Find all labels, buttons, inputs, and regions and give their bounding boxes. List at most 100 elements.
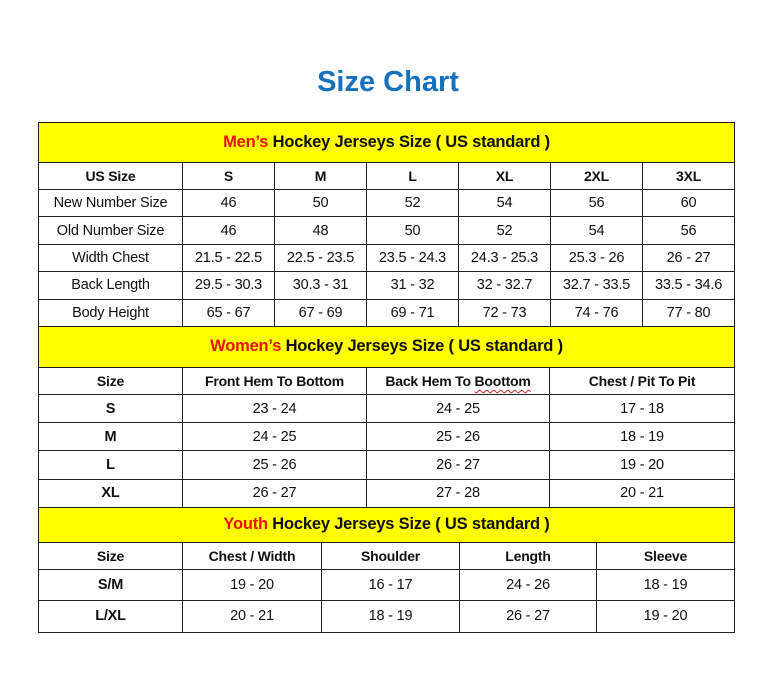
column-header-label: XL bbox=[495, 168, 514, 184]
women-section-title: Women’s Hockey Jerseys Size ( US standar… bbox=[37, 325, 736, 368]
row-label: XL bbox=[38, 478, 183, 508]
table-cell: 25 - 26 bbox=[366, 422, 550, 452]
table-cell: 48 bbox=[274, 216, 367, 245]
column-header: M bbox=[274, 162, 367, 190]
row-label: Back Length bbox=[38, 271, 183, 300]
table-cell: 69 - 71 bbox=[366, 298, 459, 327]
size-chart: Men’s Hockey Jerseys Size ( US standard … bbox=[37, 122, 736, 633]
table-cell: 19 - 20 bbox=[595, 600, 736, 633]
column-header-label: Size bbox=[96, 547, 125, 564]
table-cell: 56 bbox=[550, 188, 643, 218]
table-cell: 32.7 - 33.5 bbox=[550, 271, 643, 300]
table-cell: 20 - 21 bbox=[548, 478, 736, 508]
column-header: 2XL bbox=[550, 162, 643, 190]
table-cell: 18 - 19 bbox=[321, 600, 460, 633]
women-size-table: Women’s Hockey Jerseys Size ( US standar… bbox=[37, 325, 736, 508]
table-cell: 46 bbox=[182, 188, 275, 218]
table-row: Width Chest 21.5 - 22.5 22.5 - 23.5 23.5 - … bbox=[38, 243, 736, 273]
table-cell: 26 - 27 bbox=[641, 243, 736, 273]
table-header-row: Size Chest / Width Shoulder Length Sleeve bbox=[38, 541, 736, 570]
column-header: XL bbox=[458, 162, 551, 190]
column-header: Front Hem To Bottom bbox=[182, 366, 367, 395]
table-cell: 50 bbox=[366, 216, 459, 245]
youth-section-subtitle: Hockey Jerseys Size ( US standard ) bbox=[267, 515, 550, 534]
table-cell: 21.5 - 22.5 bbox=[182, 243, 275, 273]
column-header: US Size bbox=[38, 162, 183, 190]
table-cell: 24 - 25 bbox=[366, 393, 550, 424]
table-cell: 77 - 80 bbox=[641, 298, 736, 327]
table-cell: 24.3 - 25.3 bbox=[458, 243, 551, 273]
column-header: L bbox=[366, 162, 459, 190]
table-cell: 19 - 20 bbox=[548, 450, 736, 480]
column-header: Size bbox=[38, 541, 183, 570]
table-cell: 52 bbox=[366, 188, 459, 218]
column-header: Chest / Pit To Pit bbox=[548, 366, 736, 395]
table-cell: 54 bbox=[550, 216, 643, 245]
column-header: S bbox=[182, 162, 275, 190]
header-text: Back Hem To bbox=[385, 372, 475, 389]
table-row: XL 26 - 27 27 - 28 20 - 21 bbox=[38, 478, 736, 508]
table-cell: 60 bbox=[641, 188, 736, 218]
men-section-title: Men’s Hockey Jerseys Size ( US standard … bbox=[37, 122, 736, 163]
column-header-label: L bbox=[408, 168, 417, 184]
table-row: L/XL 20 - 21 18 - 19 26 - 27 19 - 20 bbox=[38, 600, 736, 633]
column-header-label: Front Hem To Bottom bbox=[204, 372, 345, 389]
table-row: Body Height 65 - 67 67 - 69 69 - 71 72 - 73 7… bbox=[38, 298, 736, 327]
row-label: S/M bbox=[38, 568, 183, 602]
row-label: L bbox=[38, 450, 183, 480]
table-cell: 52 bbox=[458, 216, 551, 245]
column-header-label: 3XL bbox=[675, 168, 702, 184]
table-header-row: Size Front Hem To Bottom Back Hem To Boott… bbox=[38, 366, 736, 395]
table-cell: 31 - 32 bbox=[366, 271, 459, 300]
table-cell: 26 - 27 bbox=[459, 600, 597, 633]
table-cell: 65 - 67 bbox=[182, 298, 275, 327]
table-row: New Number Size 46 50 52 54 56 60 bbox=[38, 188, 736, 218]
table-cell: 26 - 27 bbox=[182, 478, 367, 508]
table-cell: 25 - 26 bbox=[182, 450, 367, 480]
row-label: L/XL bbox=[38, 600, 183, 633]
table-cell: 25.3 - 26 bbox=[550, 243, 643, 273]
table-cell: 50 bbox=[274, 188, 367, 218]
table-cell: 23.5 - 24.3 bbox=[366, 243, 459, 273]
table-cell: 18 - 19 bbox=[595, 568, 736, 602]
row-label: S bbox=[38, 393, 183, 424]
table-row: M 24 - 25 25 - 26 18 - 19 bbox=[38, 422, 736, 452]
row-label: New Number Size bbox=[38, 188, 183, 218]
row-label: Body Height bbox=[38, 298, 183, 327]
table-row: S/M 19 - 20 16 - 17 24 - 26 18 - 19 bbox=[38, 568, 736, 602]
table-cell: 74 - 76 bbox=[550, 298, 643, 327]
column-header: Shoulder bbox=[321, 541, 460, 570]
column-header-label: Chest / Pit To Pit bbox=[588, 372, 696, 389]
table-cell: 72 - 73 bbox=[458, 298, 551, 327]
youth-section-title: Youth Hockey Jerseys Size ( US standard … bbox=[37, 506, 736, 543]
table-cell: 16 - 17 bbox=[321, 568, 460, 602]
men-section-label: Men’s bbox=[223, 133, 269, 151]
column-header-label: Shoulder bbox=[360, 547, 421, 564]
column-header-label: US Size bbox=[85, 168, 136, 184]
column-header-label: S bbox=[223, 168, 234, 184]
men-size-table: Men’s Hockey Jerseys Size ( US standard … bbox=[37, 122, 736, 327]
table-cell: 17 - 18 bbox=[548, 393, 736, 424]
men-section-subtitle: Hockey Jerseys Size ( US standard ) bbox=[268, 133, 551, 151]
women-section-label: Women’s bbox=[210, 337, 282, 356]
table-cell: 22.5 - 23.5 bbox=[274, 243, 367, 273]
table-row: L 25 - 26 26 - 27 19 - 20 bbox=[38, 450, 736, 480]
column-header: Sleeve bbox=[595, 541, 736, 570]
row-label: M bbox=[38, 422, 183, 452]
table-cell: 32 - 32.7 bbox=[458, 271, 551, 300]
table-row: S 23 - 24 24 - 25 17 - 18 bbox=[38, 393, 736, 424]
table-cell: 20 - 21 bbox=[182, 600, 322, 633]
table-cell: 19 - 20 bbox=[182, 568, 322, 602]
table-cell: 26 - 27 bbox=[366, 450, 550, 480]
column-header-label: Sleeve bbox=[643, 547, 688, 564]
table-cell: 23 - 24 bbox=[182, 393, 367, 424]
row-label: Width Chest bbox=[38, 243, 183, 273]
table-cell: 27 - 28 bbox=[366, 478, 550, 508]
column-header-label: M bbox=[314, 168, 327, 184]
table-cell: 33.5 - 34.6 bbox=[641, 271, 736, 300]
table-cell: 30.3 - 31 bbox=[274, 271, 367, 300]
table-cell: 18 - 19 bbox=[548, 422, 736, 452]
table-cell: 54 bbox=[458, 188, 551, 218]
column-header: 3XL bbox=[641, 162, 736, 190]
women-section-subtitle: Hockey Jerseys Size ( US standard ) bbox=[281, 337, 564, 356]
